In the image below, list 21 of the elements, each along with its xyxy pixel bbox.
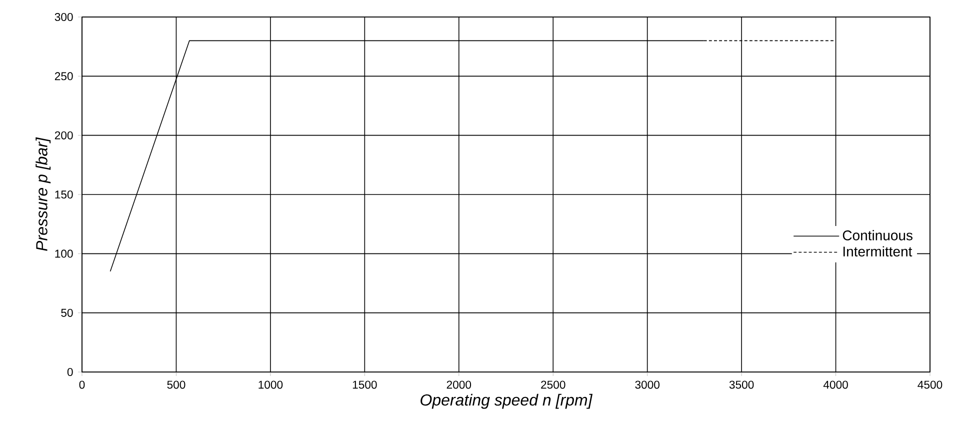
x-tick-label: 0 bbox=[79, 380, 85, 389]
y-tick-label: 250 bbox=[54, 72, 73, 80]
x-tick-label: 4000 bbox=[823, 380, 848, 389]
x-tick-label: 3500 bbox=[729, 380, 754, 389]
y-axis-title: Pressure p [bar] bbox=[36, 137, 51, 251]
y-tick-label: 100 bbox=[55, 250, 73, 258]
legend-label: Continuous bbox=[842, 230, 912, 240]
y-tick-label: 50 bbox=[61, 308, 73, 317]
x-tick-label: 1500 bbox=[352, 380, 377, 389]
x-tick-label: 500 bbox=[167, 380, 186, 389]
x-tick-label: 3000 bbox=[635, 380, 660, 389]
y-tick-label: 300 bbox=[54, 12, 73, 22]
y-tick-label: 150 bbox=[55, 190, 73, 199]
x-tick-label: 2500 bbox=[541, 380, 566, 389]
x-tick-label: 2000 bbox=[446, 380, 472, 389]
y-tick-label: 0 bbox=[67, 368, 73, 376]
x-axis-title: Operating speed n [rpm] bbox=[420, 394, 593, 409]
x-tick-label: 4500 bbox=[918, 380, 942, 389]
legend-label: Intermittent bbox=[843, 246, 912, 256]
y-tick-label: 200 bbox=[54, 131, 73, 140]
x-tick-label: 1000 bbox=[258, 380, 283, 389]
